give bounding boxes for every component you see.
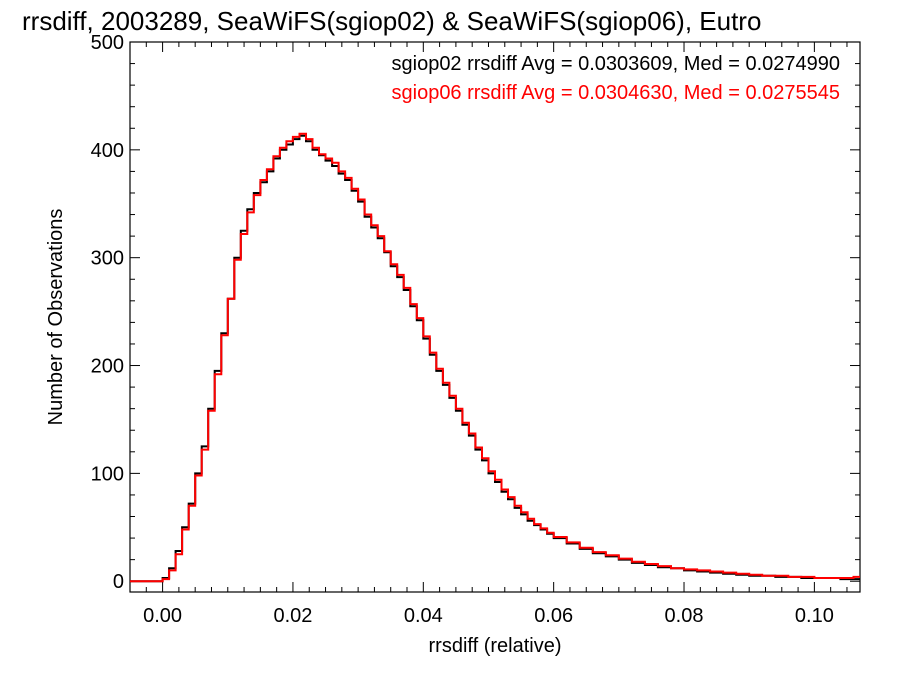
y-tick-label: 400 — [91, 140, 124, 162]
y-tick-label: 0 — [113, 571, 124, 593]
legend-entry-sgiop02: sgiop02 rrsdiff Avg = 0.0303609, Med = 0… — [392, 53, 841, 75]
y-tick-label: 300 — [91, 248, 124, 270]
legend-entry-sgiop06: sgiop06 rrsdiff Avg = 0.0304630, Med = 0… — [392, 82, 841, 104]
x-tick-label: 0.00 — [143, 605, 182, 627]
plot-frame — [129, 41, 861, 593]
series-sgiop02-line — [130, 134, 860, 583]
x-tick-label: 0.10 — [795, 605, 834, 627]
x-tick-label: 0.08 — [665, 605, 704, 627]
x-axis-label: rrsdiff (relative) — [429, 635, 562, 657]
series-group — [130, 132, 860, 583]
y-tick-label: 100 — [91, 463, 124, 485]
axis-ticks: 0.00 0.02 0.04 0.06 0.08 0.10 0 100 200 300 400 500 — [91, 32, 860, 627]
y-tick-label: 200 — [91, 356, 124, 378]
x-tick-label: 0.02 — [273, 605, 312, 627]
series-sgiop06-line — [130, 132, 860, 583]
y-tick-label: 500 — [91, 32, 124, 54]
x-tick-label: 0.06 — [534, 605, 573, 627]
y-axis-label: Number of Observations — [45, 209, 67, 426]
x-tick-label: 0.04 — [404, 605, 443, 627]
chart-title: rrsdiff, 2003289, SeaWiFS(sgiop02) & Sea… — [22, 6, 761, 36]
